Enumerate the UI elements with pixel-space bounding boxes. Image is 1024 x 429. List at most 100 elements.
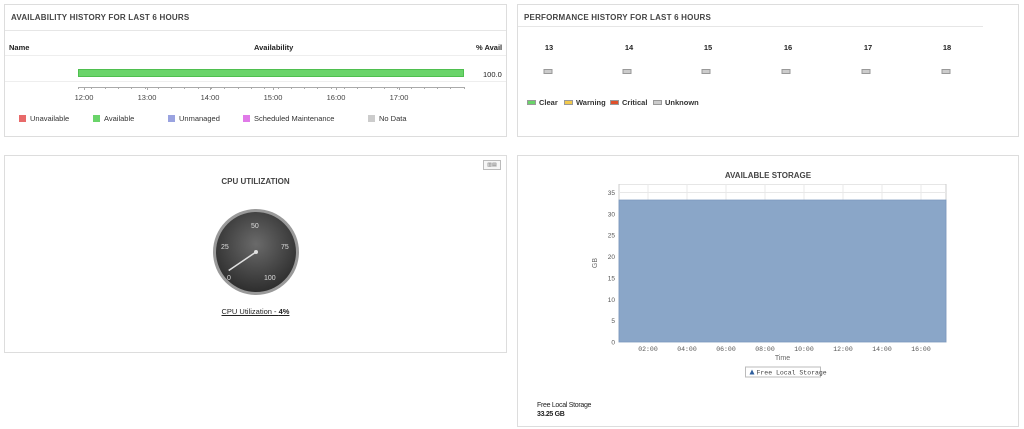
storage-footer-value: 33.25 GB: [537, 411, 565, 418]
day-label: 18: [942, 43, 952, 52]
y-axis-label: GB: [592, 258, 599, 268]
divider: [5, 30, 506, 31]
time-axis-minor-tick: [171, 87, 173, 89]
performance-status-cell[interactable]: [701, 69, 711, 74]
performance-status-cell[interactable]: [543, 69, 553, 74]
availability-bar[interactable]: [78, 69, 464, 77]
time-axis-tick: [84, 87, 85, 90]
x-axis-label: Time: [775, 355, 790, 362]
gauge-label-100: 100: [264, 275, 276, 282]
divider: [518, 26, 983, 27]
swatch-critical: [610, 100, 619, 105]
performance-status-cell[interactable]: [861, 69, 871, 74]
y-tick-label: 0: [611, 340, 615, 347]
time-axis-minor-tick: [397, 87, 399, 89]
availability-history-panel: AVAILABILITY HISTORY FOR LAST 6 HOURS Na…: [4, 4, 507, 137]
storage-area-chart: 0 5 10 15 20 25 30 35 02:00 04:00 06:00 08:00 10:00 1…: [592, 184, 947, 378]
x-tick-label: 14:00: [872, 346, 892, 353]
x-tick-label: 04:00: [677, 346, 697, 353]
performance-history-panel: PERFORMANCE HISTORY FOR LAST 6 HOURS 13 …: [517, 4, 1019, 137]
time-axis-tick-label: 15:00: [263, 93, 283, 102]
time-axis-tick-label: 12:00: [74, 93, 94, 102]
legend-marker-icon: [749, 369, 755, 375]
legend-item-scheduled-maintenance: Scheduled Maintenance: [243, 114, 334, 123]
time-axis-minor-tick: [78, 87, 79, 89]
x-tick-label: 02:00: [638, 346, 658, 353]
performance-status-cell[interactable]: [941, 69, 951, 74]
cpu-utilization-link[interactable]: CPU Utilization - 4%: [221, 307, 290, 316]
time-axis-tick: [399, 87, 400, 90]
gauge-needle: [228, 251, 257, 272]
time-axis-minor-tick: [250, 87, 252, 89]
swatch-unavailable: [19, 115, 26, 122]
performance-panel-title: PERFORMANCE HISTORY FOR LAST 6 HOURS: [524, 13, 712, 22]
time-axis-minor-tick: [237, 87, 239, 89]
time-axis-tick: [336, 87, 337, 90]
time-axis-tick-label: 17:00: [389, 93, 409, 102]
time-axis-minor-tick: [463, 87, 465, 89]
time-axis-minor-tick: [344, 87, 345, 89]
time-axis-minor-tick: [277, 87, 279, 89]
gauge-label-0: 0: [227, 275, 231, 282]
legend-label-free-local-storage: Free Local Storage: [757, 370, 827, 377]
series-area-free-local-storage: [618, 199, 947, 343]
available-storage-title: AVAILABLE STORAGE: [724, 171, 812, 180]
time-axis-minor-tick: [184, 87, 186, 89]
time-axis-minor-tick: [224, 87, 226, 89]
y-tick-label: 30: [608, 211, 616, 218]
column-header-pct-avail: % Avail: [476, 43, 503, 52]
time-axis-minor-tick: [383, 87, 385, 89]
column-header-name: Name: [9, 43, 30, 52]
cpu-utilization-title: CPU UTILIZATION: [221, 177, 290, 186]
chart-options-button[interactable]: ▥▤: [483, 160, 501, 170]
swatch-warning: [564, 100, 573, 105]
time-axis-tick: [273, 87, 274, 90]
time-axis-minor-tick: [264, 87, 266, 89]
divider: [5, 55, 506, 56]
chart-legend-box: [745, 366, 821, 378]
storage-footer-label: Free Local Storage: [537, 402, 592, 409]
gauge-label-75: 75: [281, 244, 289, 251]
legend-item-no-data: No Data: [368, 114, 407, 123]
time-axis-minor-tick: [197, 87, 199, 89]
gauge-hub: [254, 250, 258, 254]
gauge-label-25: 25: [221, 244, 229, 251]
time-axis-minor-tick: [157, 87, 159, 89]
time-axis-minor-tick: [317, 87, 319, 89]
x-tick-label: 10:00: [794, 346, 814, 353]
legend-item-critical: Critical: [610, 98, 647, 107]
y-tick-label: 5: [611, 318, 615, 325]
y-tick-label: 35: [608, 190, 616, 197]
performance-status-cell[interactable]: [781, 69, 791, 74]
time-axis-tick: [147, 87, 148, 90]
legend-item-unknown: Unknown: [653, 98, 699, 107]
time-axis-minor-tick: [104, 87, 106, 89]
time-axis: [78, 87, 464, 88]
x-tick-label: 16:00: [911, 346, 931, 353]
storage-footer: Free Local Storage 33.25 GB: [537, 401, 591, 419]
cpu-gauge: 0 25 50 75 100: [213, 209, 299, 295]
performance-status-cell[interactable]: [622, 69, 632, 74]
swatch-unknown: [653, 100, 662, 105]
time-axis-tick-label: 14:00: [200, 93, 220, 102]
x-tick-label: 08:00: [755, 346, 775, 353]
availability-percent: 100.0: [483, 70, 502, 79]
gauge-label-50: 50: [251, 223, 259, 230]
time-axis-minor-tick: [117, 87, 119, 89]
time-axis-minor-tick: [423, 87, 425, 89]
x-tick-label: 06:00: [716, 346, 736, 353]
time-axis-minor-tick: [437, 87, 439, 89]
available-storage-panel: AVAILABLE STORAGE 0 5 10 15 20 25 30 35 02:00 04:…: [517, 155, 1019, 427]
time-axis-tick: [210, 87, 211, 90]
column-header-availability: Availability: [254, 43, 294, 52]
y-tick-label: 15: [608, 275, 616, 282]
day-label: 13: [544, 43, 554, 52]
time-axis-minor-tick: [410, 87, 412, 89]
swatch-no-data: [368, 115, 375, 122]
swatch-unmanaged: [168, 115, 175, 122]
legend-item-clear: Clear: [527, 98, 558, 107]
time-axis-minor-tick: [211, 87, 212, 89]
y-tick-label: 20: [608, 254, 616, 261]
availability-panel-title: AVAILABILITY HISTORY FOR LAST 6 HOURS: [11, 13, 190, 22]
legend-item-available: Available: [93, 114, 134, 123]
